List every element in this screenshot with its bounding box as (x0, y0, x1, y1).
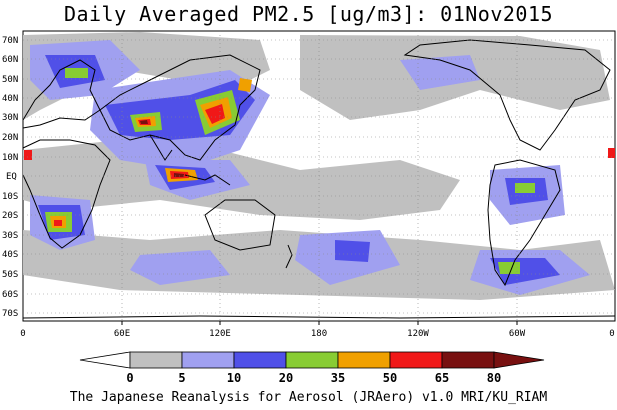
lon-ticks (121, 321, 518, 325)
lat-label: EQ (6, 172, 17, 182)
colorbar-label: 20 (279, 371, 293, 385)
lon-label: 60E (114, 329, 130, 339)
lat-label: 10N (2, 153, 18, 163)
pm25-field (23, 32, 615, 300)
colorbar (79, 351, 545, 369)
lat-label: 20S (2, 211, 18, 221)
colorbar-label: 65 (435, 371, 449, 385)
coastlines (22, 39, 616, 319)
lat-label: 30S (2, 231, 18, 241)
lat-label: 50S (2, 270, 18, 280)
map-title: Daily Averaged PM2.5 [ug/m3]: 01Nov2015 (63, 2, 554, 26)
lat-label: 20N (2, 133, 18, 143)
lat-label: 60S (2, 290, 18, 300)
lat-labels: 70N 60N 50N 40N 30N 20N 10N EQ 10S 20S 3… (2, 36, 18, 319)
colorbar-segment (129, 351, 183, 369)
lat-label: 10S (2, 192, 18, 202)
colorbar-labels: 0 5 10 20 35 50 65 80 (126, 371, 501, 385)
lat-label: 40N (2, 94, 18, 104)
lon-label: 0 (609, 329, 614, 339)
lat-label: 50N (2, 75, 18, 85)
lat-label: 70N (2, 36, 18, 46)
lon-labels: 0 60E 120E 180 120W 60W 0 (20, 329, 614, 339)
colorbar-label: 10 (227, 371, 241, 385)
lon-label: 120E (209, 329, 231, 339)
lat-label: 30N (2, 113, 18, 123)
lon-label: 180 (311, 329, 327, 339)
colorbar-label: 5 (178, 371, 185, 385)
colorbar-segment (337, 351, 391, 369)
colorbar-label: 80 (487, 371, 501, 385)
credit-footer: The Japanese Reanalysis for Aerosol (JRA… (69, 390, 548, 405)
lat-label: 60N (2, 55, 18, 65)
graticule (23, 31, 615, 321)
colorbar-segment (441, 351, 495, 369)
colorbar-label: 0 (126, 371, 133, 385)
lon-label: 120W (407, 329, 429, 339)
lon-label: 60W (509, 329, 526, 339)
lon-label: 0 (20, 329, 25, 339)
colorbar-segment (389, 351, 443, 369)
colorbar-segment (285, 351, 339, 369)
colorbar-label: 35 (331, 371, 345, 385)
lat-label: 40S (2, 250, 18, 260)
lat-label: 70S (2, 309, 18, 319)
colorbar-segment (493, 351, 545, 369)
colorbar-segment (181, 351, 235, 369)
colorbar-label: 50 (383, 371, 397, 385)
colorbar-segment (79, 351, 131, 369)
colorbar-segment (233, 351, 287, 369)
